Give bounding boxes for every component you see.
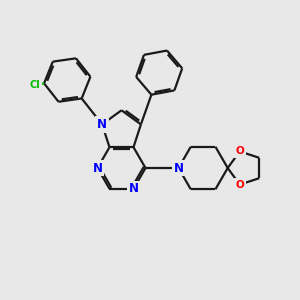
- Text: Cl: Cl: [30, 80, 40, 90]
- Text: N: N: [173, 161, 184, 175]
- Text: O: O: [235, 179, 244, 190]
- Text: N: N: [128, 182, 139, 195]
- Text: O: O: [235, 146, 244, 157]
- Text: N: N: [92, 161, 103, 175]
- Text: N: N: [97, 118, 107, 131]
